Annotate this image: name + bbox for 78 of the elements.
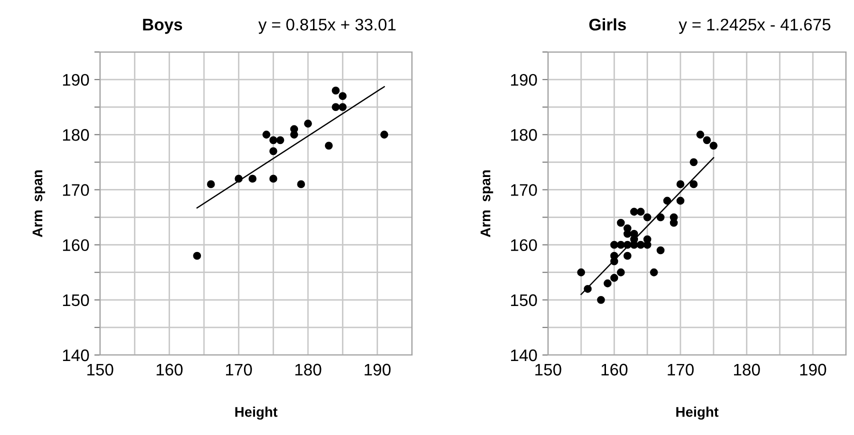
y-tick-label: 190 bbox=[63, 74, 89, 86]
point bbox=[234, 174, 243, 183]
point bbox=[624, 240, 632, 249]
y-axis-title: Arm span bbox=[32, 170, 46, 238]
point bbox=[338, 103, 347, 112]
point bbox=[663, 196, 672, 205]
y-tick-label: 140 bbox=[511, 349, 537, 362]
point bbox=[206, 180, 215, 188]
point bbox=[656, 213, 665, 222]
x-tick-label: 150 bbox=[535, 364, 562, 376]
point bbox=[380, 130, 388, 139]
x-tick-label: 170 bbox=[668, 364, 694, 376]
point bbox=[597, 296, 605, 304]
point bbox=[630, 230, 638, 238]
point bbox=[710, 142, 718, 150]
point bbox=[269, 136, 278, 144]
point bbox=[624, 252, 632, 260]
point bbox=[636, 208, 645, 216]
x-axis-title: Height bbox=[676, 406, 718, 420]
x-tick-label: 180 bbox=[734, 364, 760, 376]
chart-title: Boys bbox=[143, 18, 182, 34]
point bbox=[324, 142, 333, 150]
point bbox=[690, 180, 698, 188]
point bbox=[616, 218, 625, 227]
point bbox=[604, 279, 612, 288]
point bbox=[269, 147, 278, 156]
point bbox=[193, 252, 202, 260]
point bbox=[696, 130, 704, 139]
point bbox=[262, 130, 270, 139]
text: y = 0.815x + 33.01 bbox=[258, 18, 396, 34]
y-tick-label: 190 bbox=[511, 74, 537, 86]
y-tick-label: 160 bbox=[63, 239, 89, 252]
x-tick-label: 160 bbox=[156, 364, 183, 376]
point bbox=[610, 240, 618, 249]
point bbox=[624, 224, 632, 232]
point bbox=[577, 268, 586, 276]
point bbox=[702, 136, 711, 144]
x-tick-label: 170 bbox=[226, 364, 252, 376]
point bbox=[643, 235, 652, 244]
point bbox=[248, 174, 256, 183]
point bbox=[332, 103, 340, 112]
x-tick-label: 160 bbox=[602, 364, 628, 376]
y-tick-label: 170 bbox=[63, 184, 89, 196]
point bbox=[276, 136, 284, 144]
point bbox=[269, 174, 278, 183]
x-tick-label: 150 bbox=[87, 364, 114, 376]
point bbox=[676, 196, 684, 205]
point bbox=[610, 252, 618, 260]
point bbox=[650, 268, 658, 276]
y-axis-title: Arm span bbox=[480, 170, 494, 238]
point bbox=[690, 158, 698, 166]
point bbox=[676, 180, 684, 188]
point bbox=[616, 268, 625, 276]
point bbox=[584, 284, 592, 293]
y-tick-label: 140 bbox=[63, 349, 89, 362]
y-tick-label: 150 bbox=[63, 294, 89, 306]
y-tick-label: 150 bbox=[511, 294, 537, 306]
point bbox=[304, 120, 312, 128]
x-axis-title: Height bbox=[235, 406, 278, 420]
chart-title: Girls bbox=[589, 18, 626, 31]
point bbox=[332, 86, 340, 95]
point bbox=[630, 208, 638, 216]
point bbox=[297, 180, 306, 188]
point bbox=[610, 274, 618, 282]
y-tick-label: 180 bbox=[511, 129, 537, 141]
point bbox=[290, 130, 298, 139]
x-tick-label: 180 bbox=[295, 364, 322, 376]
point bbox=[616, 240, 625, 249]
point bbox=[338, 92, 347, 100]
y-tick-label: 170 bbox=[511, 184, 537, 196]
point bbox=[656, 246, 665, 254]
point bbox=[636, 240, 645, 249]
x-tick-label: 190 bbox=[364, 364, 391, 376]
y-tick-label: 160 bbox=[511, 239, 537, 252]
y-tick-label: 180 bbox=[63, 129, 89, 141]
x-tick-label: 190 bbox=[800, 364, 826, 376]
text: y = 1.2425x - 41.675 bbox=[678, 18, 830, 34]
point bbox=[643, 213, 652, 222]
